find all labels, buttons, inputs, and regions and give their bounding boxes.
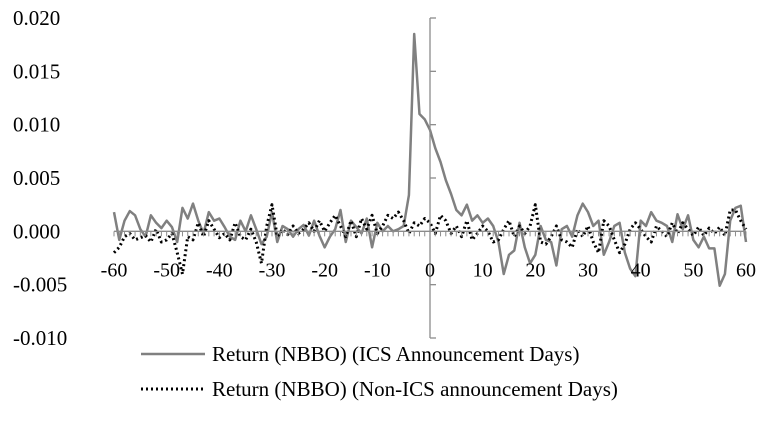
x-tick-label: 50 (683, 259, 703, 281)
x-tick-label: -10 (364, 259, 391, 281)
series-line-non-ics (112, 203, 748, 276)
y-tick-label: -0.005 (13, 273, 67, 297)
legend-label-ics: Return (NBBO) (ICS Announcement Days) (212, 342, 579, 366)
x-tick-label: 30 (578, 259, 598, 281)
x-tick-label: -40 (206, 259, 233, 281)
x-tick-label: -30 (259, 259, 286, 281)
y-tick-label: 0.000 (13, 219, 60, 243)
y-tick-label: 0.020 (13, 6, 60, 30)
x-tick-label: 40 (631, 259, 651, 281)
legend-label-non-ics: Return (NBBO) (Non-ICS announcement Days… (212, 377, 618, 401)
x-tick-label: -50 (153, 259, 180, 281)
y-tick-label: 0.015 (13, 59, 60, 83)
x-tick-label: -60 (101, 259, 128, 281)
tick-labels: 0.020 0.015 0.010 0.005 0.000 -0.005 -0.010 -60… (13, 6, 756, 350)
x-tick-label: 0 (425, 259, 435, 281)
x-tick-label: 10 (473, 259, 493, 281)
y-tick-label: 0.010 (13, 113, 60, 137)
x-tick-label: -20 (311, 259, 338, 281)
y-tick-label: -0.010 (13, 326, 67, 350)
x-tick-label: 60 (736, 259, 756, 281)
axes (113, 17, 747, 339)
legend: Return (NBBO) (ICS Announcement Days) Re… (141, 342, 618, 401)
x-tick-label: 20 (525, 259, 545, 281)
y-tick-label: 0.005 (13, 166, 60, 190)
